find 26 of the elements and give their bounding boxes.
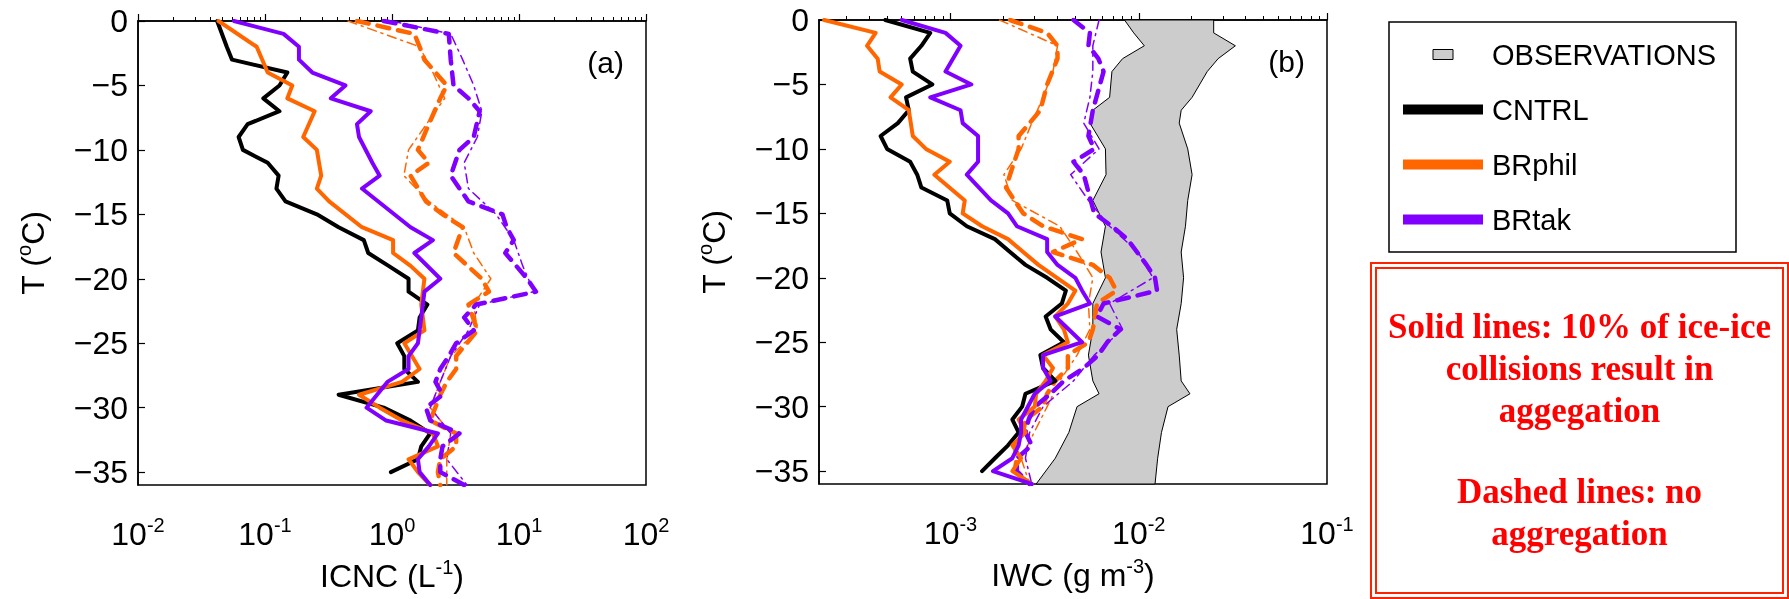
text: Dashed lines: no aggregation — [1455, 470, 1704, 555]
y-tick-label: −35 — [73, 454, 128, 491]
y-tick-label: −5 — [91, 67, 128, 104]
y-tick-label: 0 — [110, 3, 128, 39]
y-tick-label: −30 — [754, 388, 809, 425]
y-tick-label: −15 — [754, 195, 809, 232]
y-tick-label: 0 — [791, 2, 809, 38]
annotation: (a) — [587, 45, 625, 79]
y-tick-label: −25 — [754, 324, 809, 361]
annotation: (b) — [1268, 44, 1306, 78]
y-axis-title: T (oC) — [694, 210, 732, 294]
y-tick-label: −25 — [73, 325, 128, 362]
legend-label: BRtak — [1492, 203, 1572, 236]
y-tick-label: −20 — [754, 259, 809, 296]
y-tick-label: −10 — [754, 130, 809, 167]
y-tick-label: −35 — [754, 453, 809, 490]
legend-label: CNTRL — [1492, 93, 1589, 126]
y-tick-label: −5 — [772, 66, 809, 103]
legend-label: OBSERVATIONS — [1492, 38, 1716, 71]
text: Solid lines: 10% of ice-ice collisions result in aggegation — [1387, 306, 1772, 433]
y-tick-label: −15 — [73, 196, 128, 233]
y-axis-title: T (oC) — [13, 211, 51, 295]
legend-label: BRphil — [1492, 148, 1578, 181]
y-tick-label: −20 — [73, 260, 128, 297]
y-tick-label: −30 — [73, 389, 128, 426]
y-tick-label: −10 — [73, 131, 128, 168]
